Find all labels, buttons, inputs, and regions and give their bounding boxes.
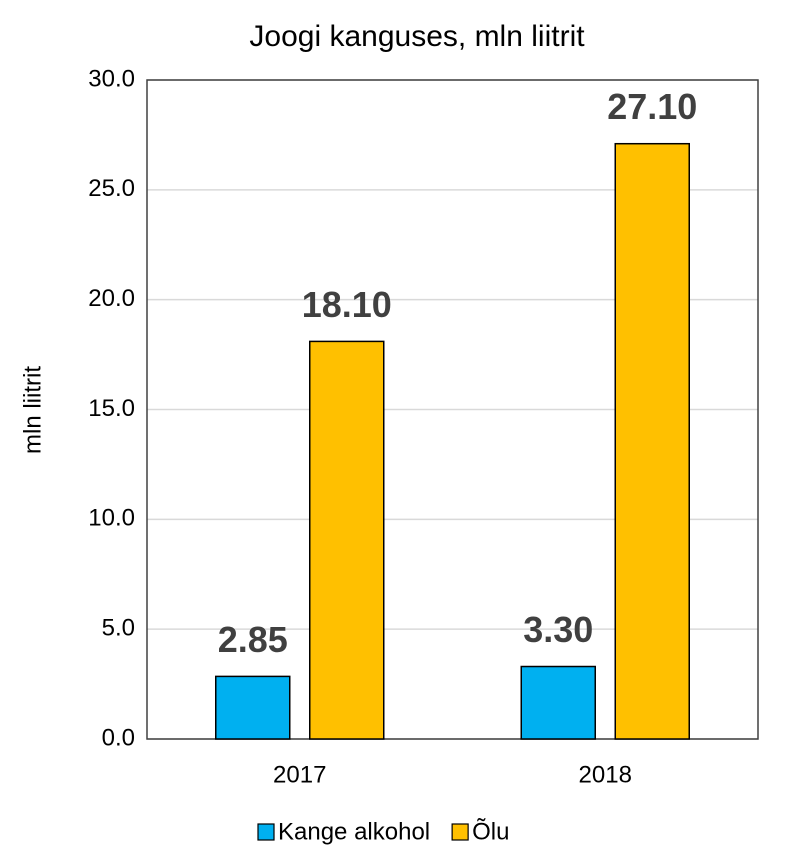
x-tick-label: 2018	[579, 761, 632, 788]
bar	[614, 142, 690, 740]
x-tick-label: 2017	[273, 761, 326, 788]
legend-label: Õlu	[472, 817, 509, 845]
data-label: 18.10	[302, 284, 392, 325]
bar	[215, 675, 291, 740]
y-tick-label: 15.0	[88, 395, 135, 422]
legend-swatch	[257, 823, 275, 841]
data-label: 27.10	[607, 86, 697, 127]
chart-title: Joogi kanguses, mln liitrit	[249, 20, 585, 53]
data-label: 2.85	[218, 619, 288, 660]
y-tick-label: 20.0	[88, 285, 135, 312]
plot-frame	[146, 79, 759, 740]
y-tick-label: 10.0	[88, 505, 135, 532]
y-tick-label: 5.0	[102, 615, 135, 642]
y-axis-label: mln liitrit	[19, 366, 46, 454]
bar	[309, 340, 385, 740]
y-tick-label: 25.0	[88, 175, 135, 202]
bar	[520, 665, 596, 740]
legend-swatch	[451, 823, 469, 841]
legend-label: Kange alkohol	[278, 818, 430, 845]
data-label: 3.30	[523, 609, 593, 650]
y-tick-label: 30.0	[88, 65, 135, 92]
y-tick-label: 0.0	[102, 724, 135, 751]
